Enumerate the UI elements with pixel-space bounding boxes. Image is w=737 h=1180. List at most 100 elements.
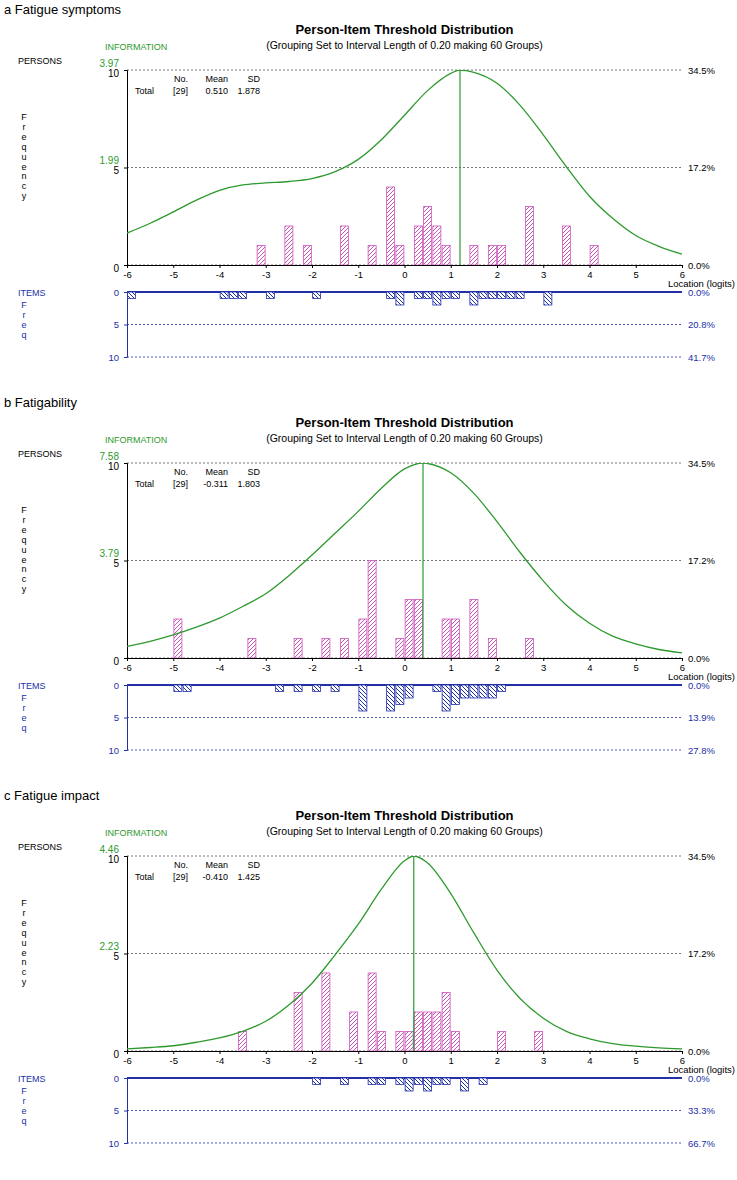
persons-axis-tick-mark (124, 1051, 127, 1052)
items-percent-axis-tick: 13.9% (682, 712, 715, 723)
stats-cell: -0.410 (202, 872, 228, 882)
item-bar (405, 1078, 413, 1091)
items-percent-axis-tick: 0.0% (682, 287, 710, 298)
stats-header: No. (174, 467, 188, 477)
x-axis-tick-label: 2 (495, 662, 500, 673)
items-grid-line (127, 1110, 682, 1111)
x-axis-tick-label: 3 (541, 269, 546, 280)
person-bar (498, 246, 506, 266)
information-peak-line (459, 70, 460, 265)
person-bar (285, 226, 293, 265)
item-bar (442, 685, 450, 711)
items-grid-line (127, 717, 682, 718)
person-bar (368, 561, 376, 659)
x-axis-tick: 1 (449, 658, 454, 673)
item-bar (488, 292, 496, 299)
person-bar (239, 1032, 247, 1052)
persons-axis-title-letter: y (22, 191, 27, 201)
items-axis-title-letter: F (21, 300, 27, 310)
x-axis-tick-mark (220, 658, 221, 661)
x-axis-tick: 3 (541, 1051, 546, 1066)
person-bar (174, 619, 182, 658)
x-axis-tick-label: 0 (402, 1055, 407, 1066)
item-bar (359, 685, 367, 711)
items-axis-title-letter: F (21, 693, 27, 703)
person-bar (424, 1012, 432, 1051)
x-axis-tick: 3 (541, 658, 546, 673)
x-axis-tick-label: -2 (308, 1055, 316, 1066)
items-axis-tick-mark (124, 1078, 127, 1079)
title: Person-Item Threshold Distribution (295, 22, 513, 37)
x-axis-tick-mark (127, 1051, 128, 1054)
persons-percent-axis-line (682, 71, 683, 266)
stats-header: SD (247, 467, 260, 477)
x-axis-tick-mark (405, 658, 406, 661)
person-bar (257, 246, 265, 266)
x-axis-tick-label: -2 (308, 662, 316, 673)
persons-axis-title-letter: u (21, 545, 26, 555)
items-percent-axis-line (682, 686, 683, 751)
items-baseline (127, 1077, 682, 1079)
items-percent-axis-tick-label: 33.3% (688, 1105, 715, 1116)
person-bar (433, 226, 441, 265)
x-axis-tick: 4 (587, 1051, 592, 1066)
x-axis-tick-label: -5 (170, 662, 178, 673)
items-axis-title-letter: q (21, 1116, 26, 1126)
persons-axis-title-letter: e (21, 948, 26, 958)
x-axis-tick-mark (636, 658, 637, 661)
items-axis-line (124, 293, 128, 358)
persons-axis-tick-mark (124, 561, 127, 562)
x-axis-tick-label: 0 (402, 269, 407, 280)
x-axis-tick-label: 0 (402, 662, 407, 673)
stats-cell: 1.425 (237, 872, 260, 882)
persons-axis-tick-mark (124, 265, 127, 266)
persons-axis-title-letter: F (21, 112, 27, 122)
x-axis-tick-label: -1 (355, 662, 363, 673)
grid-line (127, 560, 682, 561)
items-percent-axis-tick: 20.8% (682, 319, 715, 330)
item-bar (229, 292, 237, 299)
x-axis-tick: 0 (402, 658, 407, 673)
persons-axis-title-letter: y (22, 584, 27, 594)
persons-axis: 0510 (108, 461, 128, 667)
persons-axis-title: Frequency (21, 505, 27, 594)
x-axis-tick: -5 (170, 1051, 178, 1066)
x-axis-tick-mark (312, 658, 313, 661)
persons-percent-axis: 0.0%17.2%34.5% (682, 851, 715, 1057)
items-percent-axis-line (682, 1079, 683, 1144)
subtitle: (Grouping Set to Interval Length of 0.20… (266, 39, 543, 51)
persons-axis-tick: 5 (113, 165, 127, 176)
person-bar (488, 639, 496, 659)
items-axis-tick-label: 5 (114, 712, 119, 723)
x-axis-tick-mark (590, 265, 591, 268)
stats-header: SD (247, 74, 260, 84)
information-curve (127, 856, 682, 1049)
stats-row-label: Total (135, 872, 154, 882)
persons-axis-line (124, 71, 128, 266)
item-bar (276, 685, 284, 692)
items-axis-title: Freq (21, 1086, 27, 1126)
item-bar (313, 292, 321, 299)
item-bar (387, 685, 395, 711)
persons-axis-tick: 10 (108, 854, 127, 865)
person-bar (396, 639, 404, 659)
items-axis-tick-mark (124, 292, 127, 293)
x-axis-tick-mark (636, 1051, 637, 1054)
x-axis-tick-label: 2 (495, 269, 500, 280)
x-axis-tick-mark (405, 265, 406, 268)
stats-header: No. (174, 860, 188, 870)
persons-percent-axis: 0.0%17.2%34.5% (682, 65, 715, 271)
title: Person-Item Threshold Distribution (295, 808, 513, 823)
persons-percent-axis-tick: 17.2% (682, 555, 715, 566)
persons-percent-axis-tick-label: 34.5% (688, 458, 715, 469)
stats-header: SD (247, 860, 260, 870)
person-bar (340, 226, 348, 265)
x-axis-tick-label: -2 (308, 269, 316, 280)
items-axis-tick: 5 (114, 712, 127, 723)
x-axis-tick-label: 6 (680, 1055, 685, 1066)
items-axis-tick-label: 0 (114, 287, 119, 298)
stats-cell: [29] (173, 86, 188, 96)
item-bar (313, 685, 321, 692)
stats-header: No. (174, 74, 188, 84)
x-axis-tick-label: -4 (216, 269, 224, 280)
